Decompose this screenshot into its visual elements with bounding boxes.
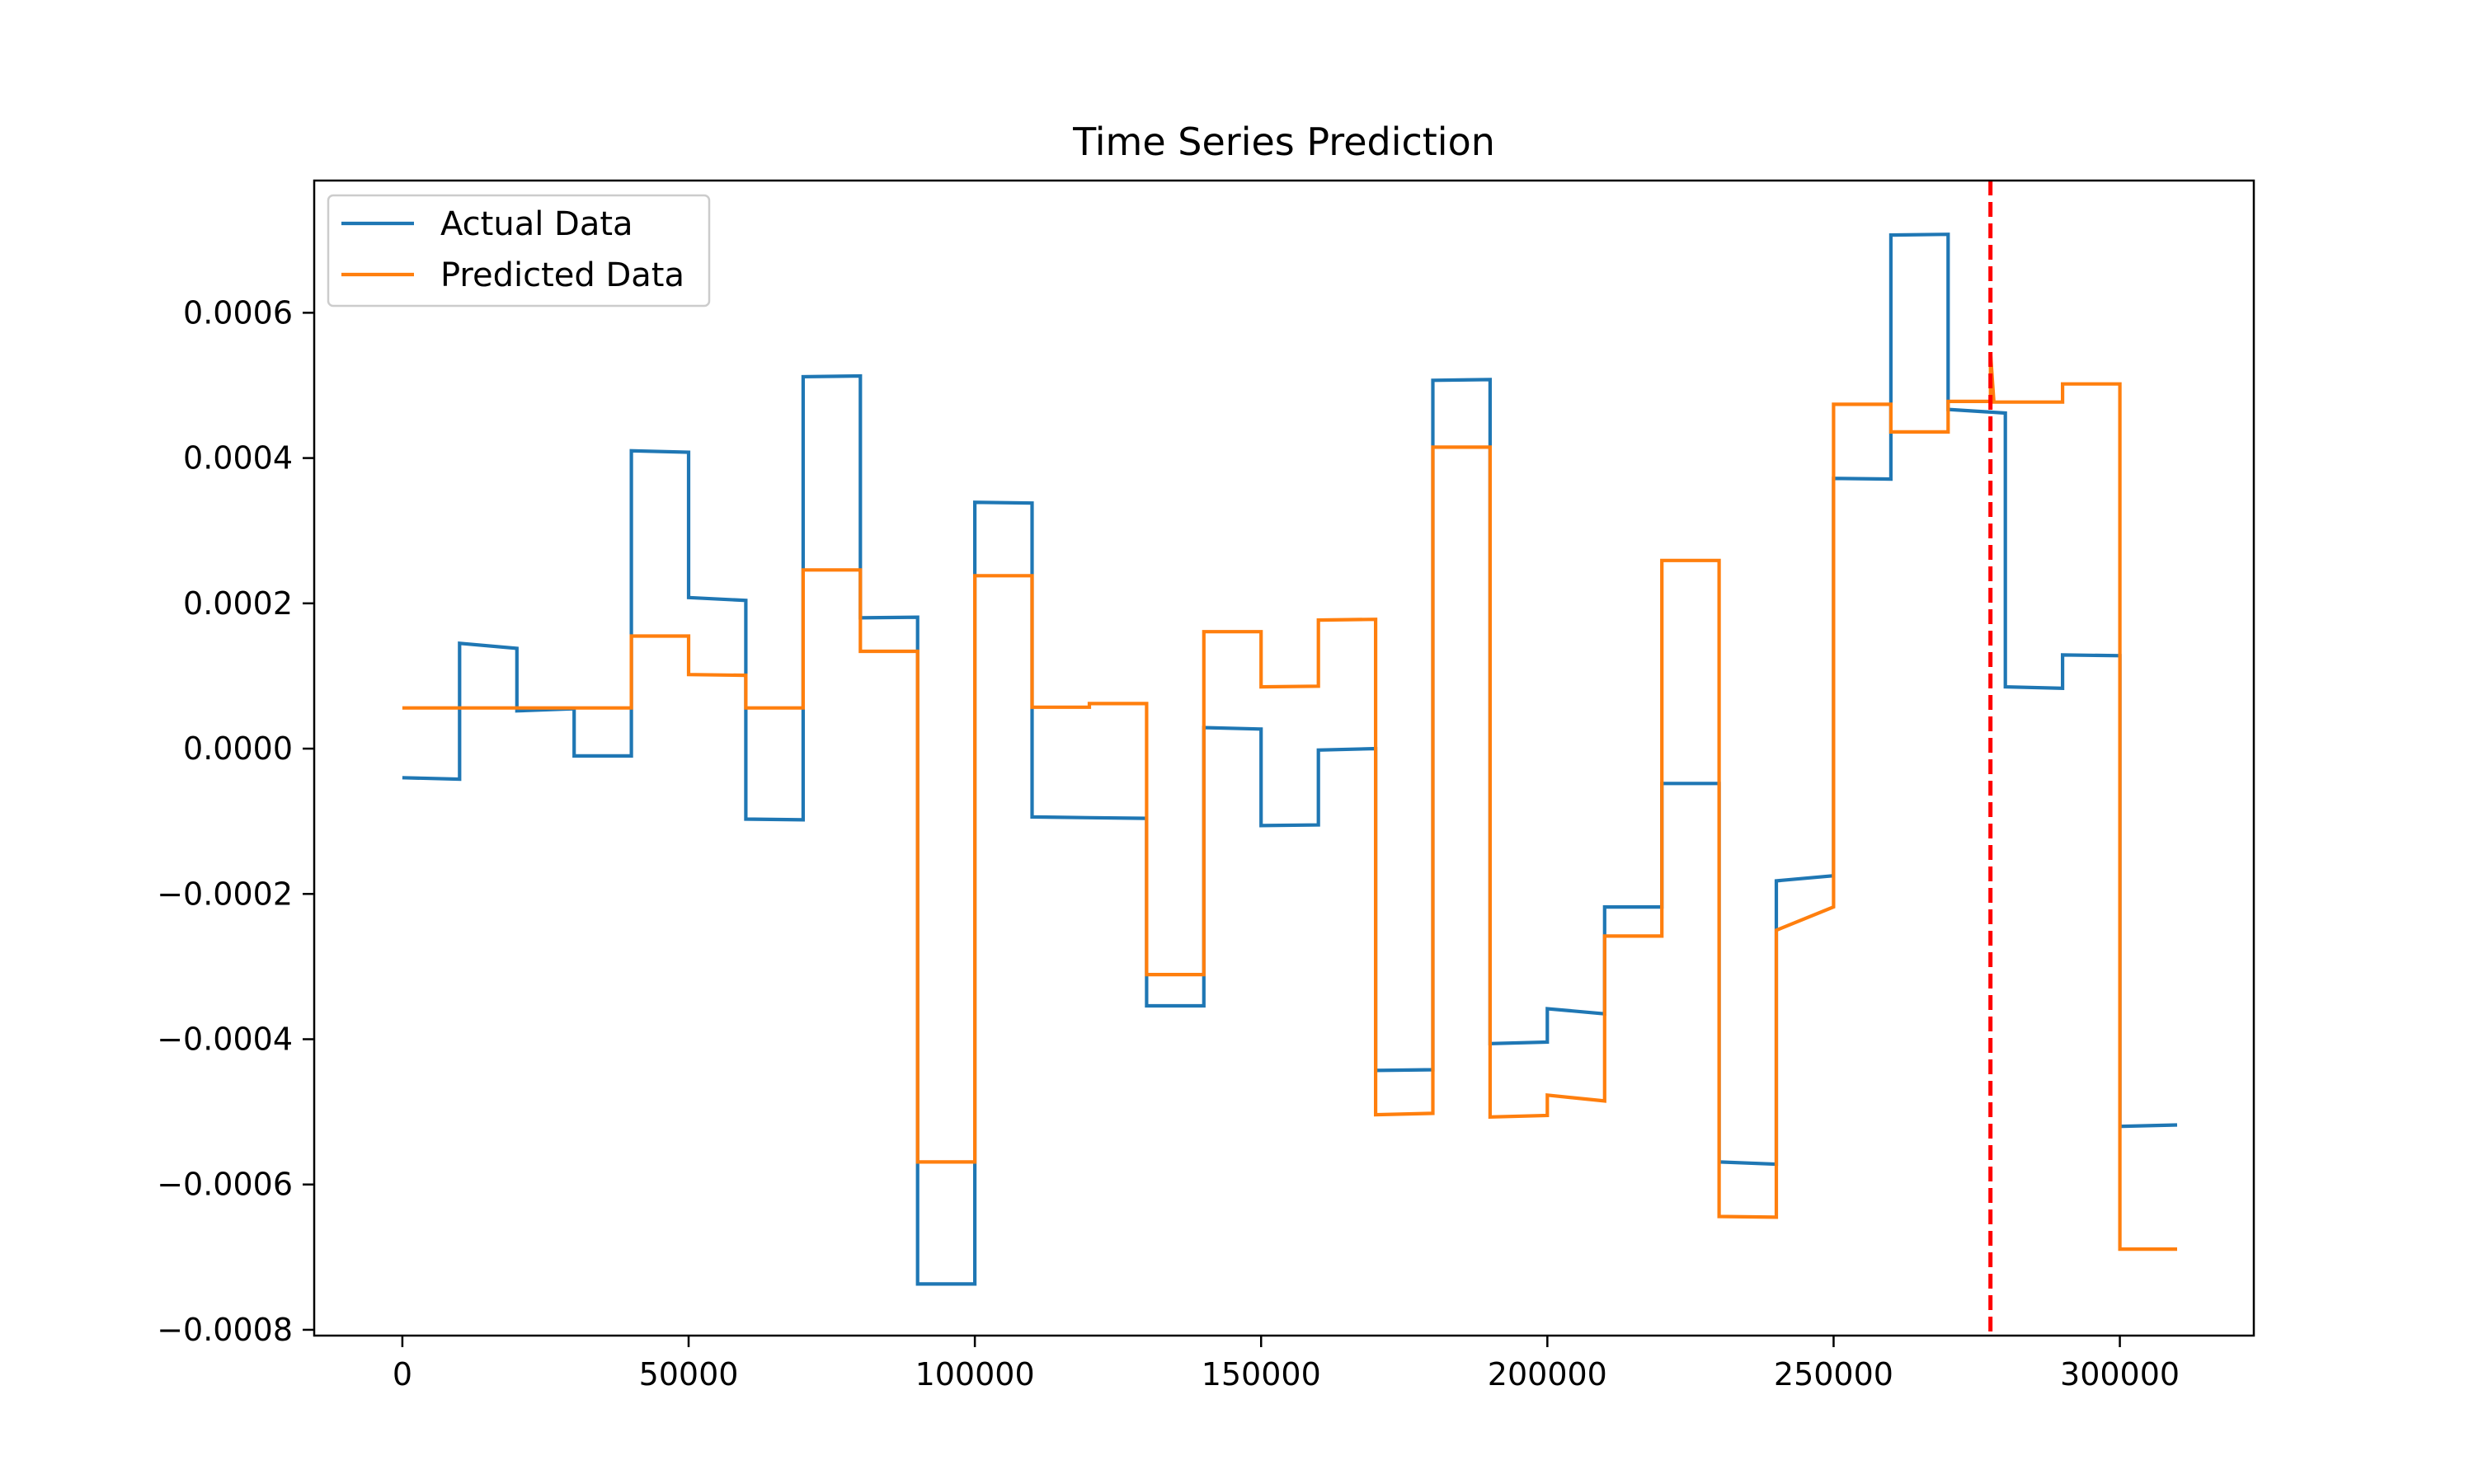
y-tick-label: −0.0002: [157, 876, 293, 912]
legend: Actual Data Predicted Data: [327, 194, 711, 308]
y-tick-label: 0.0002: [183, 585, 293, 622]
y-tick-label: 0.0000: [183, 730, 293, 767]
x-axis: 0 50000 100000 150000 200000 250000 300000: [393, 1336, 2180, 1392]
x-tick-label: 150000: [1202, 1356, 1321, 1392]
series-line-predicted-data: [402, 352, 2177, 1252]
y-tick-label: −0.0006: [157, 1167, 293, 1203]
legend-label: Actual Data: [440, 205, 633, 243]
plot-area: [313, 179, 2255, 1337]
x-tick-label: 100000: [915, 1356, 1035, 1392]
legend-box: [327, 194, 711, 308]
y-tick-label: −0.0008: [157, 1312, 293, 1348]
series-line-actual-data: [402, 232, 2178, 1286]
y-tick-label: 0.0004: [183, 440, 293, 477]
x-tick-label: 0: [393, 1356, 412, 1392]
y-tick-label: −0.0004: [157, 1021, 293, 1057]
y-axis: 0.0006 0.0004 0.0002 0.0000 −0.0002 −0.0004 −0…: [157, 294, 314, 1348]
x-tick-label: 50000: [639, 1356, 739, 1392]
x-tick-label: 200000: [1488, 1356, 1607, 1392]
x-tick-label: 250000: [1774, 1356, 1893, 1392]
plot-frame: [313, 179, 2255, 1337]
chart-title: Time Series Prediction: [1072, 120, 1495, 164]
legend-label: Predicted Data: [440, 256, 684, 294]
x-tick-label: 300000: [2060, 1356, 2180, 1392]
y-tick-label: 0.0006: [183, 294, 293, 331]
